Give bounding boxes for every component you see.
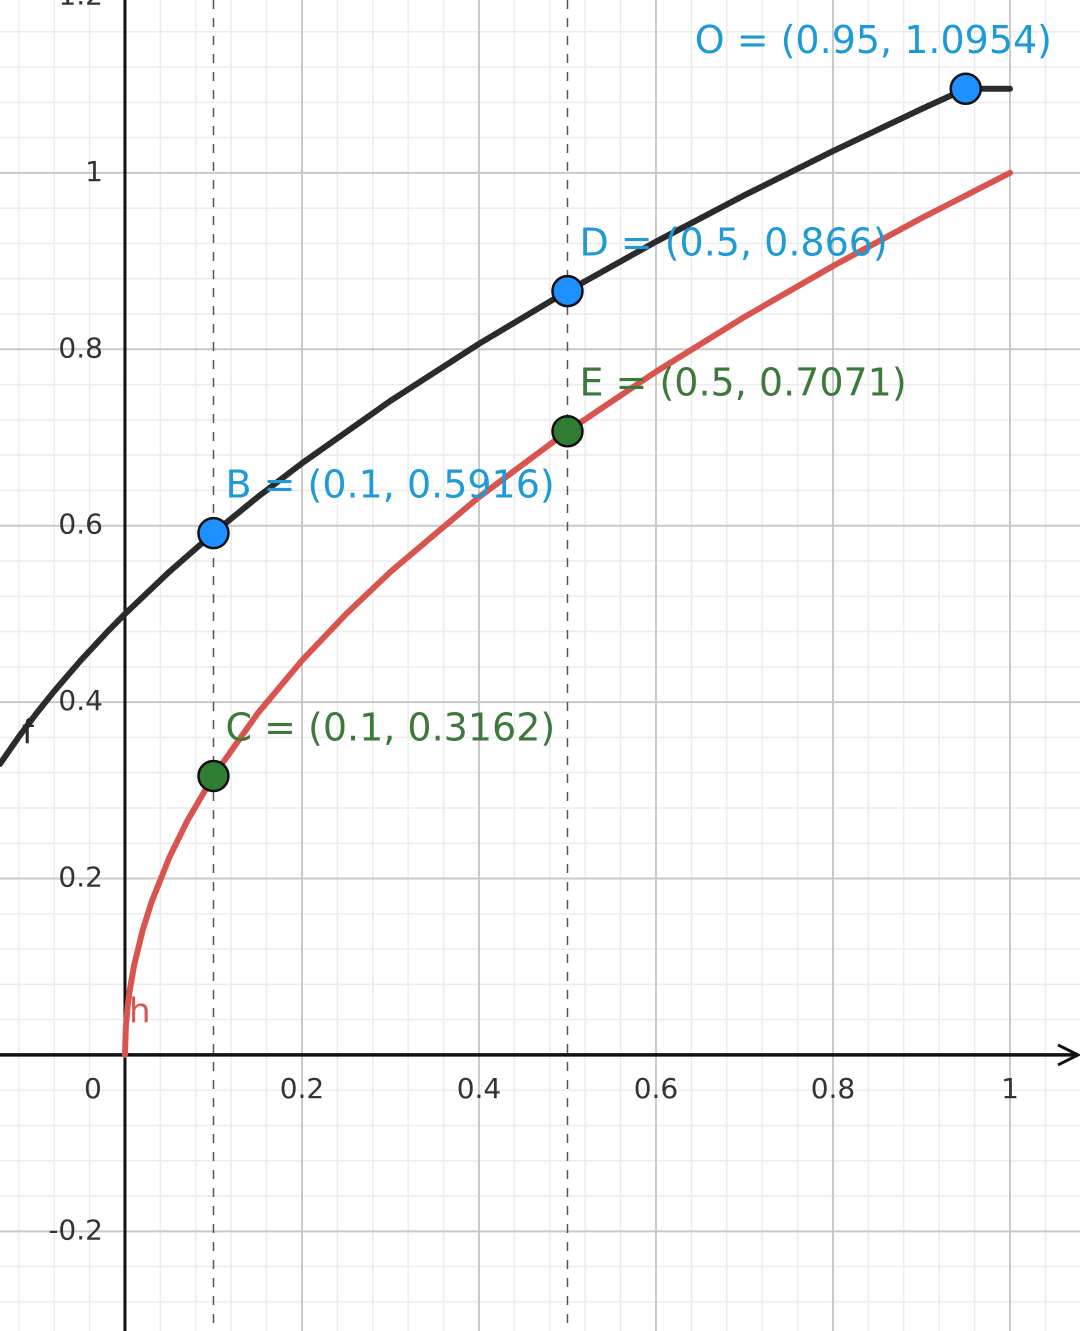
point-label: E = (0.5, 0.7071): [579, 361, 906, 405]
curve-label: f: [22, 712, 35, 752]
point-label: O = (0.95, 1.0954): [695, 18, 1052, 62]
x-tick-label: 0.4: [457, 1072, 502, 1105]
point: [197, 759, 230, 793]
point: [551, 414, 584, 448]
x-tick-label: 0.6: [634, 1072, 679, 1105]
x-tick-label: 0.2: [280, 1072, 325, 1105]
point-label: D = (0.5, 0.866): [579, 221, 887, 265]
curve: [121, 169, 1013, 1058]
y-tick-label: 0.2: [58, 861, 103, 894]
x-tick-label: 0.8: [811, 1072, 856, 1105]
point: [197, 516, 230, 550]
point-label: B = (0.1, 0.5916): [225, 463, 554, 507]
y-tick-label: 1.2: [58, 0, 103, 11]
point: [949, 72, 982, 105]
y-tick-label: 0.4: [58, 684, 103, 717]
x-tick-label: 0: [84, 1072, 102, 1105]
curve: [0, 85, 1013, 767]
marks: O = (0.95, 1.0954) D = (0.5, 0.866) B = (0…: [197, 18, 1052, 793]
y-tick-label: 0.8: [58, 331, 103, 364]
point: [551, 274, 584, 308]
x-axis-arrow: [1057, 1043, 1080, 1067]
y-tick-label: 1: [85, 155, 103, 188]
y-tick-label: -0.2: [48, 1213, 103, 1246]
point-label: C = (0.1, 0.3162): [225, 706, 555, 750]
curve-label: h: [129, 991, 151, 1031]
curves: fh: [0, 85, 1013, 1058]
x-tick-label: 1: [1001, 1072, 1019, 1105]
y-tick-label: 0.6: [58, 508, 103, 541]
